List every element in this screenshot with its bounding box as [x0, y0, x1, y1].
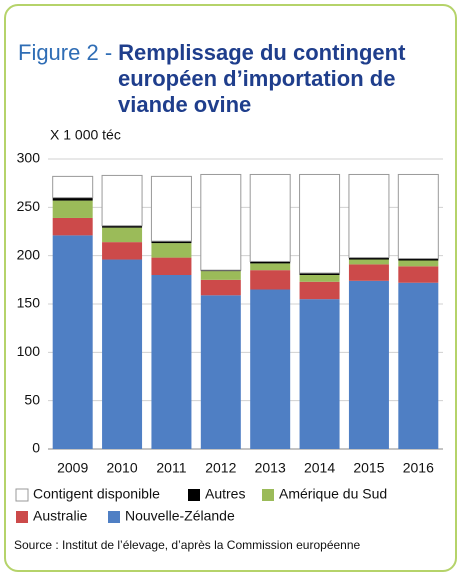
bar-segment — [250, 289, 291, 449]
bar-segment — [299, 299, 340, 449]
bar-segment — [299, 173, 341, 274]
bar-segment — [250, 261, 291, 264]
x-tick-label: 2014 — [304, 460, 335, 476]
frame — [4, 4, 457, 572]
bar-segment — [52, 217, 93, 236]
bar-segment — [299, 281, 340, 300]
bar-segment — [250, 263, 291, 271]
legend-label: Australie — [33, 508, 88, 524]
bar-segment — [52, 235, 93, 449]
legend-label: Nouvelle-Zélande — [125, 508, 235, 524]
bar-segment — [151, 241, 192, 244]
bar-segment — [102, 259, 143, 449]
y-tick-label: 100 — [17, 343, 41, 359]
bar-segment — [52, 175, 94, 199]
legend-swatch — [262, 489, 274, 501]
legend-swatch — [108, 511, 120, 523]
unit-label: X 1 000 téc — [50, 127, 121, 143]
bar-segment — [200, 279, 241, 296]
y-tick-label: 300 — [17, 150, 41, 166]
bar-segment — [250, 270, 291, 290]
bar-segment — [200, 271, 241, 280]
bar-segment — [101, 174, 143, 227]
chart-title: Remplissage du contingent européen d’imp… — [118, 40, 406, 117]
x-tick-label: 2012 — [205, 460, 236, 476]
bar-segment — [200, 295, 241, 449]
bar-segment — [398, 266, 439, 283]
bar-segment — [299, 273, 340, 275]
title-block: Figure 2 - Remplissage du contingent eur… — [18, 40, 438, 118]
bar-segment — [102, 242, 143, 260]
bar-segment — [348, 173, 390, 259]
legend-label: Autres — [205, 486, 245, 502]
bar-segment — [398, 258, 439, 261]
bar-segment — [151, 257, 192, 275]
legend-swatch — [16, 511, 28, 523]
x-tick-label: 2013 — [255, 460, 286, 476]
bar-segment — [102, 225, 143, 228]
bar-segment — [52, 197, 93, 201]
bar-segment — [348, 264, 389, 281]
bar-segment — [52, 200, 93, 218]
bar-segment — [397, 173, 439, 260]
y-tick-label: 50 — [24, 391, 40, 407]
x-tick-label: 2016 — [403, 460, 434, 476]
source: Source : Institut de l’élevage, d’après … — [14, 538, 361, 552]
y-tick-label: 200 — [17, 246, 41, 262]
y-tick-label: 150 — [17, 295, 41, 311]
bar-segment — [299, 275, 340, 282]
legend-swatch — [188, 489, 200, 501]
bar-segment — [151, 275, 192, 449]
y-tick-label: 0 — [32, 440, 40, 456]
legend-label: Amérique du Sud — [279, 486, 387, 502]
bar-segment — [249, 173, 291, 262]
legend-label: Contigent disponible — [33, 486, 160, 502]
bar-segment — [150, 175, 192, 242]
bar-segment — [102, 227, 143, 243]
bar-segment — [348, 259, 389, 265]
y-tick-label: 250 — [17, 198, 41, 214]
bar-segment — [398, 260, 439, 267]
x-tick-label: 2009 — [57, 460, 88, 476]
bar-segment — [348, 257, 389, 260]
x-tick-label: 2015 — [353, 460, 384, 476]
x-tick-label: 2011 — [156, 460, 186, 476]
bar-segment — [398, 282, 439, 449]
figure-label: Figure 2 - — [18, 40, 113, 65]
bar-segment — [151, 243, 192, 258]
x-tick-label: 2010 — [106, 460, 137, 476]
bar-segment — [348, 280, 389, 449]
legend-swatch — [15, 488, 29, 502]
bar-segment — [200, 173, 242, 271]
